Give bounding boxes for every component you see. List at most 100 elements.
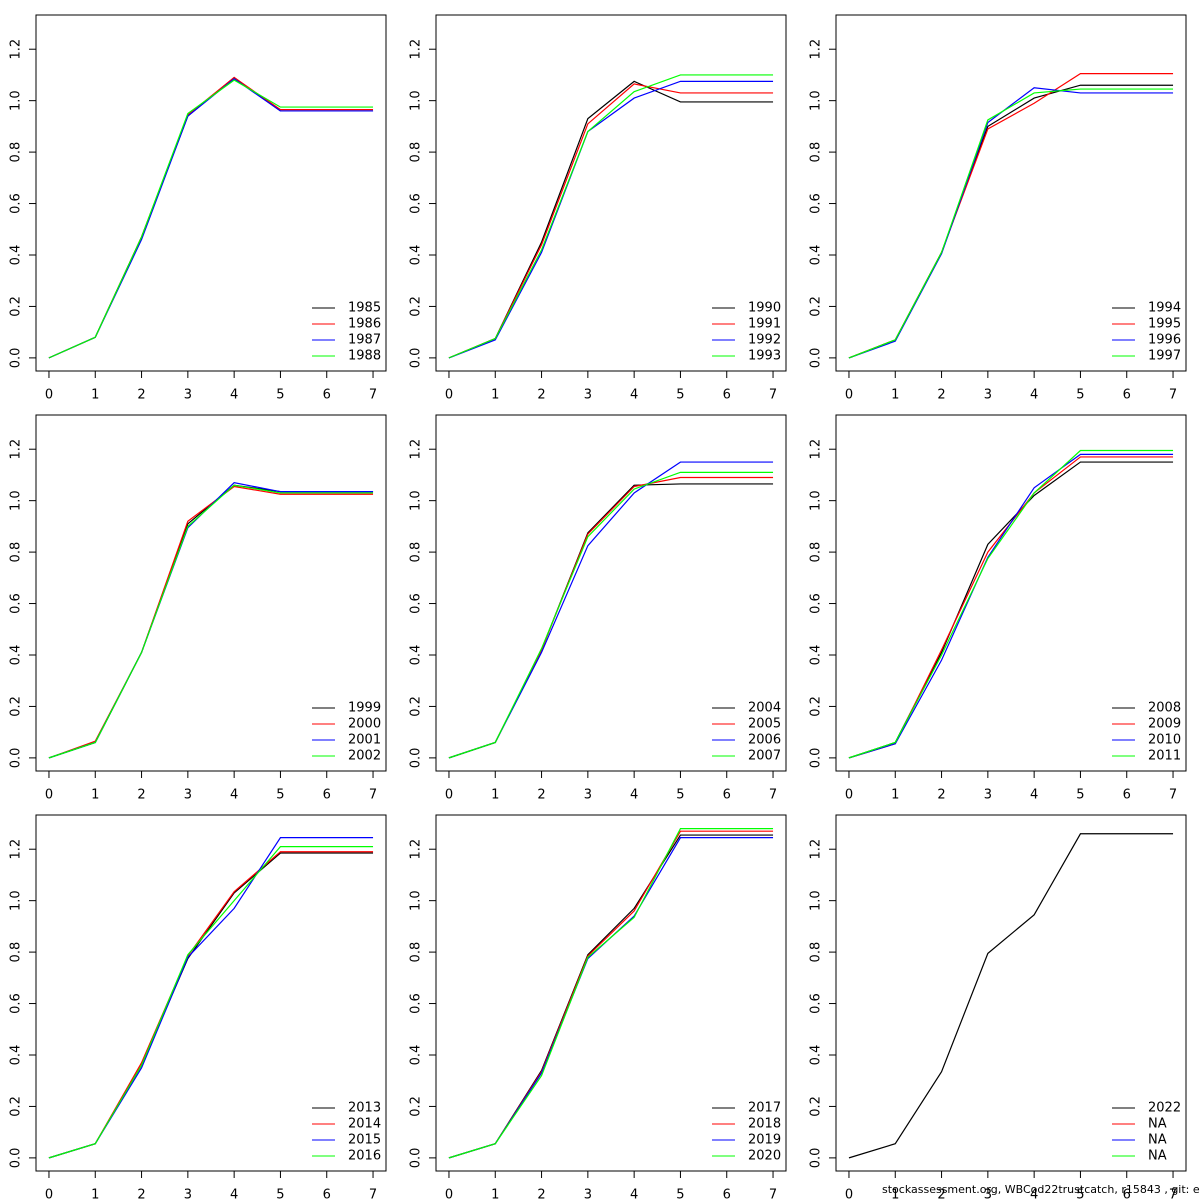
legend-label: 1994 xyxy=(1148,301,1181,316)
x-tick-label: 7 xyxy=(1169,388,1177,403)
y-tick-label: 0.0 xyxy=(809,348,824,369)
y-tick-label: 1.2 xyxy=(809,39,824,60)
y-tick-label: 0.4 xyxy=(9,1045,24,1066)
legend-label: NA xyxy=(1148,1149,1167,1164)
y-tick-label: 0.6 xyxy=(809,993,824,1014)
y-tick-label: 1.0 xyxy=(409,490,424,511)
x-tick-label: 2 xyxy=(937,1188,945,1200)
y-tick-label: 0.2 xyxy=(9,1096,24,1117)
legend-label: 2007 xyxy=(748,749,781,764)
y-tick-label: 0.6 xyxy=(9,993,24,1014)
x-tick-label: 7 xyxy=(769,388,777,403)
y-tick-label: 0.4 xyxy=(809,1045,824,1066)
series-line xyxy=(848,453,1174,759)
x-tick-label: 7 xyxy=(1169,788,1177,803)
series-line xyxy=(448,828,774,1159)
footer: stockassessment.org, WBCod22trustcatch, … xyxy=(882,1183,1200,1196)
x-tick-label: 2 xyxy=(937,388,945,403)
y-tick-label: 0.0 xyxy=(9,1148,24,1169)
legend-label: 2015 xyxy=(348,1133,381,1148)
y-tick-label: 0.0 xyxy=(809,748,824,769)
legend-label: 2013 xyxy=(348,1101,381,1116)
y-tick-label: 1.0 xyxy=(9,90,24,111)
x-tick-label: 0 xyxy=(845,388,853,403)
series-line xyxy=(848,449,1174,759)
x-tick-label: 6 xyxy=(323,388,331,403)
series-line xyxy=(48,846,374,1159)
series-line xyxy=(448,74,774,359)
x-tick-label: 5 xyxy=(1076,388,1084,403)
x-tick-label: 0 xyxy=(845,1188,853,1200)
y-tick-label: 0.4 xyxy=(409,245,424,266)
series-line xyxy=(48,484,374,759)
x-tick-label: 3 xyxy=(584,388,592,403)
legend-label: 2016 xyxy=(348,1149,381,1164)
y-tick-label: 0.2 xyxy=(409,1096,424,1117)
plot-box xyxy=(35,814,387,1172)
y-tick-label: 1.0 xyxy=(809,90,824,111)
x-tick-label: 7 xyxy=(369,788,377,803)
plot-box xyxy=(835,14,1187,372)
y-tick-label: 0.6 xyxy=(409,993,424,1014)
plot-box xyxy=(435,814,787,1172)
legend-label: 2019 xyxy=(748,1133,781,1148)
y-tick-label: 0.8 xyxy=(9,942,24,963)
legend-label: 1996 xyxy=(1148,333,1181,348)
y-tick-label: 0.4 xyxy=(809,645,824,666)
x-tick-label: 4 xyxy=(230,1188,238,1200)
x-tick-label: 5 xyxy=(676,388,684,403)
y-tick-label: 0.8 xyxy=(9,142,24,163)
y-tick-label: 0.6 xyxy=(809,593,824,614)
y-tick-label: 0.4 xyxy=(9,645,24,666)
x-tick-label: 7 xyxy=(1169,1188,1177,1200)
x-tick-label: 6 xyxy=(1123,788,1131,803)
y-tick-label: 0.0 xyxy=(409,348,424,369)
series-line xyxy=(848,833,1174,1159)
series-line xyxy=(448,471,774,759)
legend-label: NA xyxy=(1148,1117,1167,1132)
x-tick-label: 7 xyxy=(369,1188,377,1200)
legend-label: NA xyxy=(1148,1133,1167,1148)
legend-label: 1995 xyxy=(1148,317,1181,332)
x-tick-label: 1 xyxy=(91,788,99,803)
legend-label: 2014 xyxy=(348,1117,381,1132)
y-tick-label: 0.4 xyxy=(409,645,424,666)
x-tick-label: 5 xyxy=(276,388,284,403)
x-tick-label: 2 xyxy=(537,788,545,803)
y-tick-label: 0.8 xyxy=(809,542,824,563)
legend-label: 2008 xyxy=(1148,701,1181,716)
series-line xyxy=(48,484,374,759)
y-tick-label: 0.0 xyxy=(409,748,424,769)
y-tick-label: 0.8 xyxy=(409,142,424,163)
y-tick-label: 0.2 xyxy=(409,696,424,717)
x-tick-label: 4 xyxy=(230,388,238,403)
series-line xyxy=(848,461,1174,759)
series-line xyxy=(848,73,1174,359)
x-tick-label: 1 xyxy=(891,1188,899,1200)
y-tick-label: 1.2 xyxy=(9,39,24,60)
series-line xyxy=(48,482,374,759)
series-line xyxy=(448,83,774,359)
plot-box xyxy=(835,414,1187,772)
series-line xyxy=(48,485,374,759)
y-tick-label: 1.0 xyxy=(409,90,424,111)
series-line xyxy=(448,834,774,1159)
series-line xyxy=(48,852,374,1159)
x-tick-label: 6 xyxy=(323,1188,331,1200)
x-tick-label: 1 xyxy=(91,1188,99,1200)
series-line xyxy=(48,851,374,1159)
y-tick-label: 0.2 xyxy=(809,696,824,717)
x-tick-label: 5 xyxy=(1076,1188,1084,1200)
y-tick-label: 1.2 xyxy=(409,439,424,460)
x-tick-label: 5 xyxy=(276,788,284,803)
legend-label: 1999 xyxy=(348,701,381,716)
y-tick-label: 0.6 xyxy=(409,593,424,614)
x-tick-label: 2 xyxy=(137,1188,145,1200)
legend-label: 2022 xyxy=(1148,1101,1181,1116)
x-tick-label: 6 xyxy=(323,788,331,803)
legend-label: 2005 xyxy=(748,717,781,732)
legend-label: 1986 xyxy=(348,317,381,332)
x-tick-label: 1 xyxy=(91,388,99,403)
legend-label: 1992 xyxy=(748,333,781,348)
x-tick-label: 1 xyxy=(891,788,899,803)
